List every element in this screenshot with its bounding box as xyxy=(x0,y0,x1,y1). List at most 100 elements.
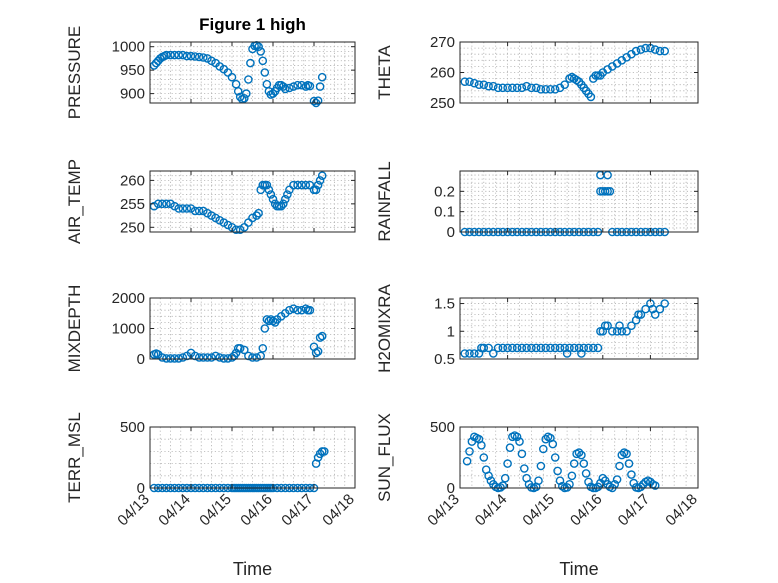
y-tick-label: 500 xyxy=(430,419,455,436)
data-point xyxy=(479,80,489,89)
y-axis-label: THETA xyxy=(375,45,394,100)
data-point xyxy=(498,481,508,490)
data-point xyxy=(596,326,605,336)
y-tick-label: 250 xyxy=(430,95,455,112)
data-point xyxy=(593,343,603,353)
y-tick-label: 1000 xyxy=(112,39,145,56)
plot-area xyxy=(150,42,355,103)
axis-box xyxy=(459,426,699,489)
data-point xyxy=(293,305,302,315)
data-point xyxy=(584,343,593,353)
data-point xyxy=(503,83,512,93)
data-point xyxy=(227,72,237,82)
data-point xyxy=(182,51,192,61)
data-point xyxy=(170,201,179,211)
data-point xyxy=(309,96,319,106)
data-point xyxy=(515,437,524,446)
data-point xyxy=(634,310,643,319)
data-point xyxy=(241,89,251,98)
panel-h2omixra: 0.5 1 1.5 H2OMIXRA xyxy=(375,283,699,373)
data-point xyxy=(624,459,634,468)
x-tick-label: 04/17 xyxy=(278,491,317,530)
data-point xyxy=(534,476,543,486)
data-point xyxy=(584,477,593,487)
data-point xyxy=(550,453,560,462)
data-point xyxy=(517,343,527,353)
data-point xyxy=(215,353,224,362)
data-point xyxy=(207,353,216,362)
data-point xyxy=(631,46,641,56)
y-axis-label: MIXDEPTH xyxy=(65,285,84,373)
data-point xyxy=(260,324,270,333)
x-tick-label: 04/14 xyxy=(155,491,194,530)
data-point xyxy=(264,316,274,326)
data-point xyxy=(627,470,636,479)
data-point xyxy=(301,304,311,314)
data-point xyxy=(498,343,508,353)
data-point xyxy=(527,83,536,93)
axis-box xyxy=(459,297,699,360)
plot-area xyxy=(460,171,698,232)
data-point xyxy=(522,343,531,353)
data-point xyxy=(655,304,665,314)
data-point xyxy=(546,343,555,353)
data-point xyxy=(313,347,323,356)
data-point xyxy=(555,476,565,486)
data-point xyxy=(315,176,325,185)
data-point xyxy=(531,343,541,353)
data-point xyxy=(311,348,321,358)
y-tick-label: 950 xyxy=(120,62,145,79)
data-point xyxy=(612,475,622,484)
data-point xyxy=(280,194,290,204)
data-point xyxy=(262,180,272,190)
data-point xyxy=(174,50,183,60)
data-point xyxy=(293,80,302,90)
data-point xyxy=(157,199,167,209)
data-point xyxy=(553,466,562,476)
data-point xyxy=(484,343,493,353)
data-point xyxy=(600,186,610,196)
data-point xyxy=(315,333,325,342)
data-point xyxy=(498,83,508,93)
data-point xyxy=(162,199,171,209)
data-point xyxy=(503,459,512,468)
data-point xyxy=(469,78,479,88)
data-point xyxy=(170,50,179,60)
data-point xyxy=(252,353,261,362)
panel-theta: 250 260 270 THETA xyxy=(375,34,699,112)
data-point xyxy=(579,343,589,353)
data-point xyxy=(589,343,598,353)
data-point xyxy=(297,305,307,315)
data-point xyxy=(479,343,489,353)
y-tick-label: 1000 xyxy=(112,321,145,338)
data-point xyxy=(268,89,278,98)
x-tick-label: 04/13 xyxy=(424,491,463,530)
data-point xyxy=(198,53,208,62)
data-point xyxy=(246,58,255,68)
data-point xyxy=(508,83,517,93)
data-point xyxy=(170,354,179,363)
x-tick-label: 04/13 xyxy=(114,491,153,530)
data-point xyxy=(536,85,546,94)
data-point xyxy=(285,83,294,93)
panel-air-temp: 250 255 260 AIR_TEMP xyxy=(65,159,356,244)
data-point xyxy=(460,349,470,358)
data-point xyxy=(555,343,565,353)
data-point xyxy=(522,81,531,91)
axis-box xyxy=(149,170,356,233)
data-point xyxy=(305,305,315,315)
data-point xyxy=(650,481,660,490)
data-point xyxy=(239,94,249,103)
data-point xyxy=(493,83,503,93)
data-point xyxy=(244,75,253,84)
data-point xyxy=(560,80,570,89)
data-point xyxy=(190,206,200,216)
y-axis-label: RAINFALL xyxy=(375,161,394,241)
data-point xyxy=(235,343,245,353)
data-point xyxy=(297,180,307,190)
data-point xyxy=(650,45,660,54)
data-point xyxy=(233,87,243,96)
x-axis-label-left: Time xyxy=(233,559,272,579)
x-tick-label: 04/18 xyxy=(319,491,358,530)
data-point xyxy=(194,353,204,362)
